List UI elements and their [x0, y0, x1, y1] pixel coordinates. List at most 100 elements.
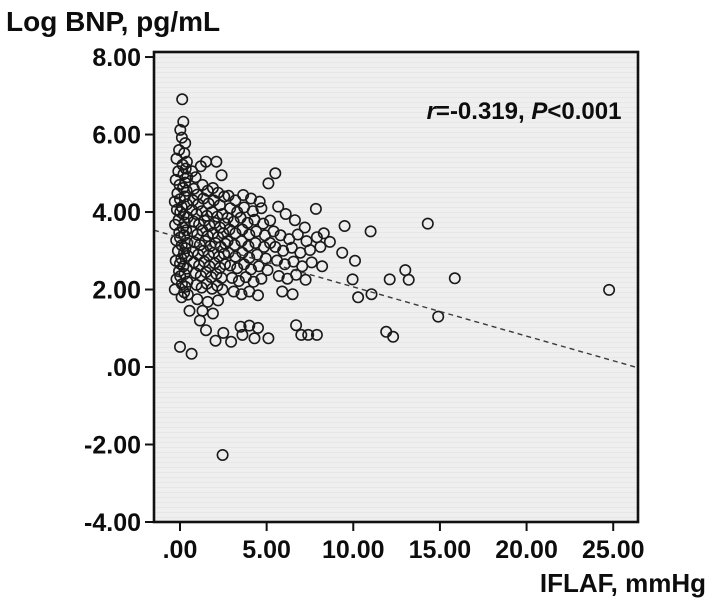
data-point — [247, 275, 260, 288]
data-point — [189, 171, 202, 184]
x-tick-label: .00 — [163, 536, 198, 564]
data-point — [170, 152, 183, 165]
data-point — [348, 254, 361, 267]
data-point — [317, 227, 330, 240]
data-point — [235, 288, 248, 301]
data-point — [272, 200, 285, 213]
data-point — [288, 214, 301, 227]
data-point — [200, 324, 213, 337]
x-tick-label: 10.00 — [322, 536, 385, 564]
data-point — [219, 258, 232, 271]
data-point — [346, 273, 359, 286]
data-point — [402, 273, 415, 286]
data-point — [365, 288, 378, 301]
data-point — [186, 165, 199, 178]
data-point — [224, 259, 237, 272]
trend-line-group — [153, 229, 639, 369]
data-point — [314, 240, 327, 253]
data-point — [279, 208, 292, 221]
plot-frame — [152, 50, 640, 524]
data-point — [177, 115, 190, 128]
data-point — [179, 280, 192, 293]
data-point — [210, 155, 223, 168]
data-point — [236, 328, 249, 341]
data-point — [286, 288, 299, 301]
data-point — [259, 252, 272, 265]
data-point — [173, 265, 186, 278]
y-tick-label: 6.00 — [92, 122, 141, 150]
data-point — [305, 256, 318, 269]
annotation-r-value: =-0.319, — [436, 98, 531, 125]
data-point — [295, 328, 308, 341]
data-point — [261, 264, 274, 277]
y-tick-label: -4.00 — [84, 509, 141, 537]
data-point — [364, 225, 377, 238]
data-point — [448, 272, 461, 285]
data-point — [243, 319, 256, 332]
data-point — [383, 273, 396, 286]
annotation-p-value: <0.001 — [547, 98, 621, 125]
axis-ticks-group — [145, 56, 615, 531]
data-point — [228, 239, 241, 252]
correlation-annotation: r=-0.319, P<0.001 — [427, 98, 622, 125]
data-point — [223, 223, 236, 236]
data-point — [309, 202, 322, 215]
data-point — [176, 93, 189, 106]
x-axis-title: IFLAF, mmHg — [540, 568, 706, 598]
data-point — [178, 147, 191, 160]
data-point — [299, 273, 312, 286]
data-point — [252, 289, 265, 302]
data-point — [229, 250, 242, 263]
data-point — [221, 211, 234, 224]
data-point — [255, 272, 268, 285]
data-point — [310, 328, 323, 341]
data-point — [173, 178, 186, 191]
data-point — [175, 291, 188, 304]
x-tick-label: 15.00 — [409, 536, 472, 564]
data-point — [181, 288, 194, 301]
data-point — [316, 260, 329, 273]
data-point — [338, 220, 351, 233]
data-point — [252, 321, 265, 334]
data-point — [323, 235, 336, 248]
y-tick-label: .00 — [106, 354, 141, 382]
data-point — [225, 335, 238, 348]
axis-tick-labels-group: .00 5.00 10.00 15.00 20.00 25.00 8.00 6.00 4.00 2… — [84, 44, 644, 564]
data-point — [272, 269, 285, 282]
data-point — [285, 241, 298, 254]
data-point — [421, 217, 434, 230]
data-point — [218, 190, 231, 203]
regression-trend-line — [153, 229, 639, 369]
data-point — [175, 252, 188, 265]
data-point — [232, 274, 245, 287]
data-point — [221, 235, 234, 248]
data-point — [264, 214, 277, 227]
data-point — [243, 228, 256, 241]
data-point — [387, 330, 400, 343]
data-point — [174, 340, 187, 353]
data-point — [179, 176, 192, 189]
data-point — [262, 177, 275, 190]
data-point — [209, 334, 222, 347]
data-point — [215, 169, 228, 182]
data-point — [269, 167, 282, 180]
y-tick-label: 2.00 — [92, 277, 141, 305]
data-point — [291, 228, 304, 241]
data-point — [302, 328, 315, 341]
x-tick-label: 5.00 — [242, 536, 291, 564]
data-point — [217, 326, 230, 339]
scatter-points-group — [168, 93, 616, 461]
data-point — [234, 320, 247, 333]
y-axis-title: Log BNP, pg/mL — [6, 6, 220, 37]
data-point — [227, 285, 240, 298]
data-point — [255, 202, 268, 215]
data-point — [216, 448, 229, 461]
data-point — [303, 244, 316, 257]
data-point — [262, 332, 275, 345]
data-point — [193, 314, 206, 327]
data-point — [216, 283, 229, 296]
x-tick-label: 20.00 — [495, 536, 558, 564]
data-point — [290, 319, 303, 332]
annotation-p-symbol: P — [531, 98, 548, 125]
